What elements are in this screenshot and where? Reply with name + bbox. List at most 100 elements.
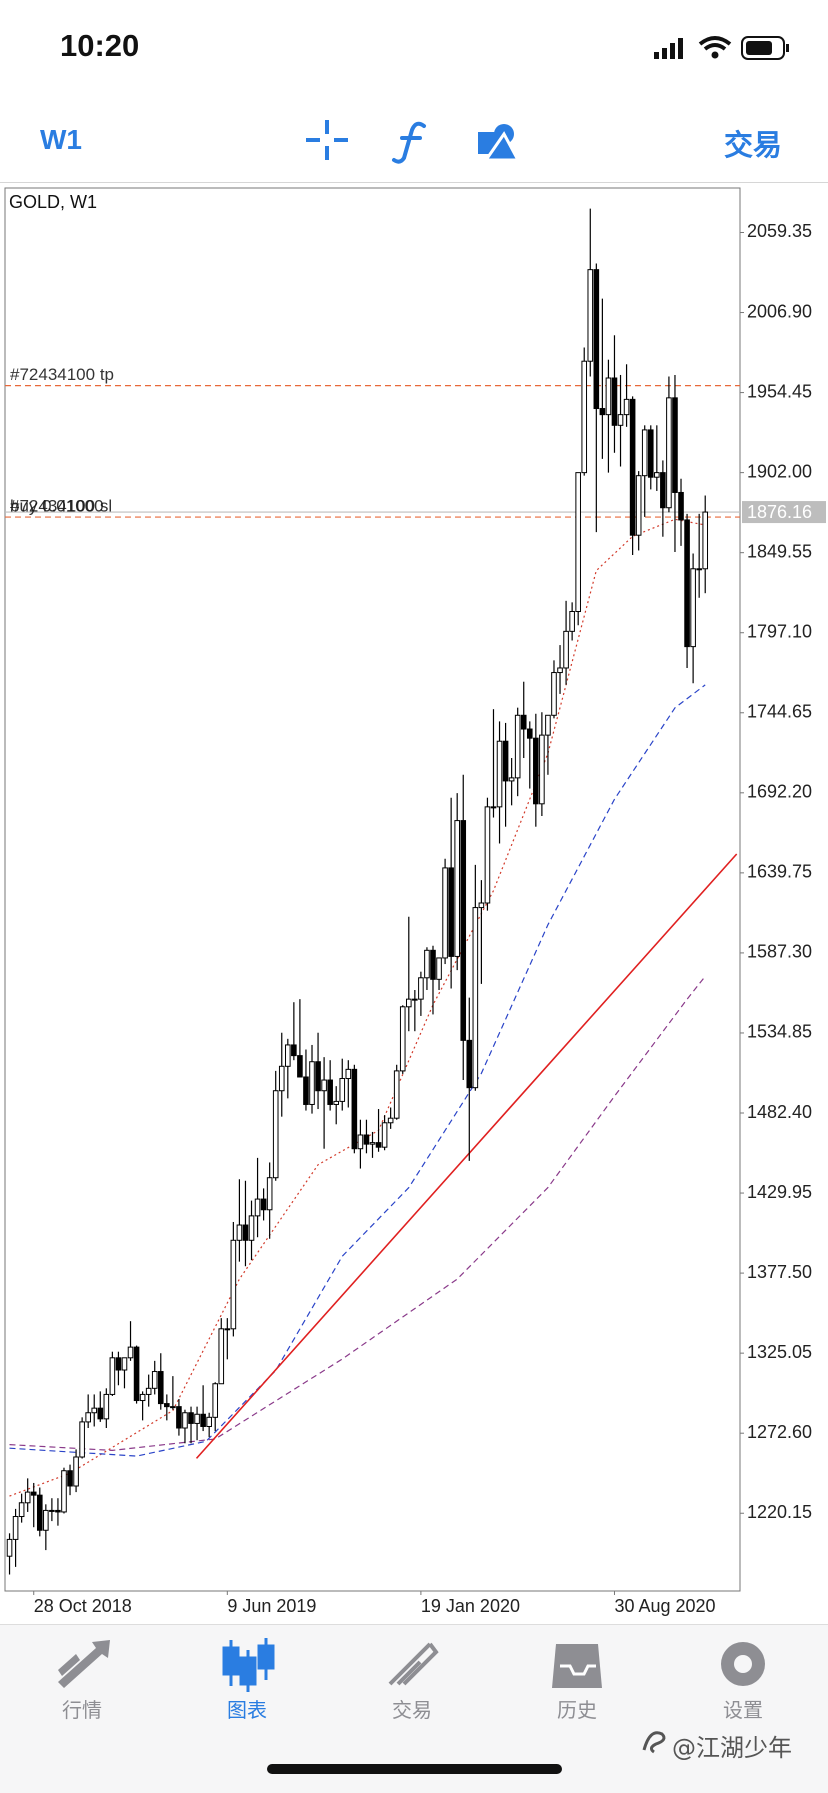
- x-tick-label: 9 Jun 2019: [227, 1596, 316, 1616]
- candle-body: [12, 1516, 19, 1540]
- trade-tab-icon[interactable]: [388, 1642, 439, 1686]
- tab-icons: [58, 1638, 765, 1692]
- candle-body: [260, 1198, 267, 1211]
- chart: GOLD, W1 2059.35 2006.90 1954.45 1902.00 184…: [4, 187, 826, 1616]
- candle-body: [581, 360, 588, 474]
- tab-label[interactable]: 设置: [723, 1698, 763, 1722]
- candle-body: [617, 414, 624, 426]
- last-price-label: 1876.16: [747, 502, 812, 522]
- history-tab-icon[interactable]: [552, 1644, 602, 1688]
- tab-label[interactable]: 交易: [392, 1698, 432, 1722]
- candle-body: [539, 734, 545, 805]
- candle-body: [666, 397, 672, 509]
- status-time: 10:20: [60, 28, 140, 63]
- candle-body: [236, 1224, 243, 1241]
- indicator-line: [9, 684, 706, 1457]
- y-tick-label: 1220.15: [747, 1502, 812, 1522]
- candle-body: [357, 1134, 364, 1150]
- crosshair-button[interactable]: [306, 120, 348, 160]
- candle-body: [599, 408, 606, 416]
- candle-body: [79, 1421, 85, 1458]
- candle-body: [557, 667, 563, 674]
- candle-body: [641, 429, 648, 477]
- settings-tab-icon[interactable]: [721, 1642, 765, 1686]
- y-tick-label: 1692.20: [747, 782, 812, 802]
- order-label: #72434100 tp: [10, 365, 114, 384]
- candle-body: [387, 1117, 394, 1124]
- candle-body: [672, 397, 678, 493]
- candle-body: [448, 867, 454, 957]
- quotes-tab-icon[interactable]: [58, 1640, 110, 1688]
- candle-body: [684, 519, 690, 648]
- candle-body: [73, 1456, 79, 1487]
- candle-body: [545, 714, 551, 736]
- candle-body: [194, 1413, 200, 1424]
- candle-body: [526, 728, 533, 739]
- candle-body: [327, 1079, 333, 1105]
- candle-body: [551, 672, 557, 716]
- timeframe-button[interactable]: W1: [40, 124, 82, 155]
- candle-body: [472, 907, 479, 1089]
- candle-body: [690, 568, 696, 648]
- y-tick-label: 1272.60: [747, 1422, 812, 1442]
- candle-body: [623, 398, 630, 416]
- separator: [0, 182, 828, 183]
- candle-body: [188, 1412, 194, 1424]
- candle-body: [224, 1328, 231, 1331]
- candle-body: [206, 1416, 212, 1427]
- candle-body: [569, 611, 575, 632]
- candle-body: [490, 806, 497, 809]
- order-label: #72434100 sl: [10, 497, 112, 516]
- candle-body: [18, 1502, 25, 1518]
- y-tick-label: 1902.00: [747, 461, 812, 481]
- tab-label[interactable]: 行情: [62, 1698, 102, 1722]
- candle-body: [285, 1044, 291, 1067]
- candle-body: [418, 977, 424, 1000]
- order-label: buy 0.01000: [10, 497, 104, 516]
- candle-body: [55, 1509, 61, 1513]
- y-tick-label: 1534.85: [747, 1022, 812, 1042]
- candle-body: [393, 1070, 400, 1119]
- y-tick-label: 1849.55: [747, 541, 812, 561]
- candle-body: [520, 714, 527, 730]
- candle-body: [6, 1538, 13, 1557]
- candle-body: [508, 777, 515, 782]
- candle-body: [272, 1090, 279, 1179]
- candle-body: [424, 949, 430, 979]
- candle-body: [67, 1470, 73, 1487]
- tab-label[interactable]: 历史: [557, 1698, 597, 1722]
- watermark: @江湖少年: [672, 1734, 792, 1762]
- indicator-button[interactable]: [392, 121, 426, 164]
- candle-body: [127, 1346, 134, 1359]
- candle-body: [587, 269, 594, 362]
- candle-body: [563, 630, 569, 669]
- y-tick-label: 2059.35: [747, 221, 812, 241]
- candle-body: [85, 1412, 91, 1423]
- candle-body: [442, 867, 448, 959]
- candle-body: [339, 1078, 346, 1102]
- candle-body: [436, 957, 442, 980]
- candle-body: [139, 1393, 146, 1402]
- candle-body: [24, 1491, 31, 1504]
- tab-label[interactable]: 图表: [227, 1698, 267, 1722]
- candle-body: [533, 737, 539, 805]
- objects-button[interactable]: [478, 124, 520, 162]
- candle-body: [182, 1412, 188, 1429]
- x-tick-label: 19 Jan 2020: [421, 1596, 520, 1616]
- candle-body: [333, 1100, 340, 1105]
- candle-body: [593, 269, 600, 410]
- candle-body: [369, 1142, 376, 1145]
- candle-body: [660, 472, 666, 509]
- candle-body: [514, 714, 521, 779]
- chart-tab-icon[interactable]: [222, 1638, 275, 1692]
- candle-body: [303, 1076, 309, 1105]
- candle-body: [678, 491, 684, 521]
- toolbar-icons: [306, 120, 520, 164]
- candle-body: [399, 1006, 406, 1072]
- trade-button[interactable]: 交易: [724, 128, 783, 162]
- candle-body: [454, 820, 460, 957]
- indicator-line: [9, 518, 706, 1497]
- candle-body: [375, 1142, 382, 1148]
- candle-body: [466, 1039, 473, 1089]
- candle-body: [575, 472, 581, 613]
